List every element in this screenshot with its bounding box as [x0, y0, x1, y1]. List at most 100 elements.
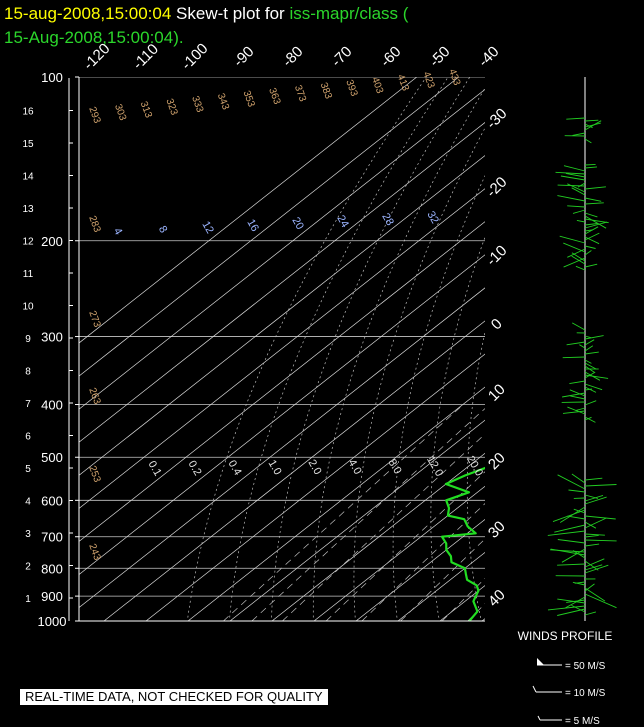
wind-barb: [584, 351, 599, 355]
height-tick-label: 14: [22, 172, 34, 183]
mixing-ratio-label: 0.2: [186, 459, 204, 478]
wind-barb: [584, 245, 596, 249]
wind-barb: [584, 543, 600, 547]
wind-barb: [563, 242, 586, 253]
dry-adiabat-line: [229, 77, 449, 621]
mixing-ratio-label: 4.0: [346, 457, 364, 476]
wind-barb: [584, 515, 616, 520]
wind-barb: [584, 215, 607, 229]
title-time: 15-aug-2008,15:00:04: [4, 4, 172, 23]
wind-barb: [565, 172, 586, 178]
wind-barb: [579, 344, 586, 349]
mixing-ratio-label: 12.0: [424, 454, 445, 479]
wind-barb: [557, 598, 586, 604]
barb-half-icon: [537, 715, 541, 721]
isotherm-top-label: -100: [178, 40, 211, 73]
wind-barb: [547, 530, 586, 536]
pressure-tick-label: 900: [41, 589, 63, 604]
isotherm-line: [79, 77, 417, 344]
winds-profile-title: WINDS PROFILE: [518, 629, 613, 643]
mixing-ratio-label: 8.0: [386, 457, 404, 476]
mixing-ratio-line: [325, 471, 485, 621]
pressure-tick-label: 500: [41, 450, 63, 465]
wind-barb: [584, 558, 605, 568]
wind-barb: [563, 165, 586, 172]
dry-adiabat-label: 383: [318, 81, 334, 101]
wind-barb: [584, 163, 596, 166]
dry-adiabat-label: 403: [369, 76, 385, 96]
height-tick-label: 10: [22, 302, 34, 313]
wind-barb: [554, 524, 586, 533]
pressure-tick-label: 700: [41, 530, 63, 545]
isotherm-top-label: -40: [475, 43, 502, 70]
dry-adiabat-label: 343: [215, 92, 231, 112]
dry-adiabat-line: [392, 175, 485, 621]
wind-barb: [584, 371, 596, 379]
wind-barb: [557, 539, 586, 544]
wind-barb: [572, 550, 586, 559]
wind-barb: [584, 223, 598, 226]
wind-barb: [559, 235, 586, 244]
wind-barb: [584, 534, 599, 538]
mixing-ratio-line: [502, 405, 644, 622]
wind-barb: [577, 182, 586, 188]
wind-barb: [584, 232, 600, 241]
wind-barb: [584, 250, 592, 256]
dry-adiabat-line: [353, 127, 485, 621]
wind-barb: [584, 383, 603, 391]
dry-adiabat-line: [430, 236, 485, 621]
wind-legend-label: = 50 M/S: [565, 661, 606, 672]
wind-barb: [571, 604, 586, 613]
isotherm-line: [145, 353, 485, 621]
wind-barb: [555, 171, 586, 175]
dry-adiabat-line: [537, 77, 623, 633]
height-tick-label: 9: [25, 334, 31, 345]
wind-legend-label: = 10 M/S: [565, 688, 606, 699]
wind-barb: [584, 583, 595, 592]
isotherm-line: [608, 77, 644, 621]
dry-adiabat-label: 293: [86, 105, 102, 125]
wind-barb: [584, 335, 592, 339]
isotherm-right-label: -30: [483, 105, 510, 132]
isotherm-line: [79, 77, 459, 377]
title-line2: 15-Aug-2008,15:00:04).: [4, 28, 184, 47]
wind-barb: [567, 406, 586, 415]
isotherm-line: [566, 77, 644, 621]
mixing-ratio-label: 16: [244, 217, 261, 234]
wind-barb: [562, 356, 586, 359]
wind-barb: [584, 119, 599, 122]
wind-barb: [584, 263, 598, 268]
wind-barb: [571, 473, 586, 484]
height-tick-label: 16: [22, 107, 34, 118]
dry-adiabat-label: 303: [112, 103, 128, 123]
wind-barb: [572, 132, 586, 136]
pressure-tick-label: 600: [41, 493, 63, 508]
dry-adiabat-line: [602, 77, 644, 633]
wind-barb: [584, 496, 607, 505]
wind-barb: [557, 563, 586, 566]
dry-adiabat-label: 423: [420, 70, 436, 90]
height-tick-label: 1: [25, 594, 31, 605]
wind-barb: [584, 362, 597, 370]
dry-adiabat-line: [570, 77, 644, 633]
wind-barb: [571, 252, 586, 262]
wind-barb: [584, 564, 609, 574]
wind-barb: [584, 226, 599, 235]
dry-adiabat-label: 283: [86, 214, 102, 234]
wind-barb: [569, 380, 586, 385]
height-tick-label: 3: [25, 529, 31, 540]
isotherm-top-label: -110: [130, 41, 162, 73]
barb-flag-icon: [537, 658, 544, 665]
wind-barb: [567, 248, 586, 258]
isotherm-right-label: -10: [483, 242, 510, 269]
isotherm-right-label: 0: [488, 315, 506, 333]
isotherm-line: [439, 585, 485, 621]
height-tick-label: 4: [25, 497, 31, 508]
wind-barb: [561, 548, 586, 563]
pressure-tick-label: 1000: [38, 614, 67, 629]
isotherm-line: [271, 452, 485, 621]
mixing-ratio-label: 0.4: [226, 458, 244, 477]
wind-barb: [562, 392, 586, 398]
dry-adiabat-label: 313: [138, 100, 154, 120]
wind-barb: [571, 255, 586, 265]
